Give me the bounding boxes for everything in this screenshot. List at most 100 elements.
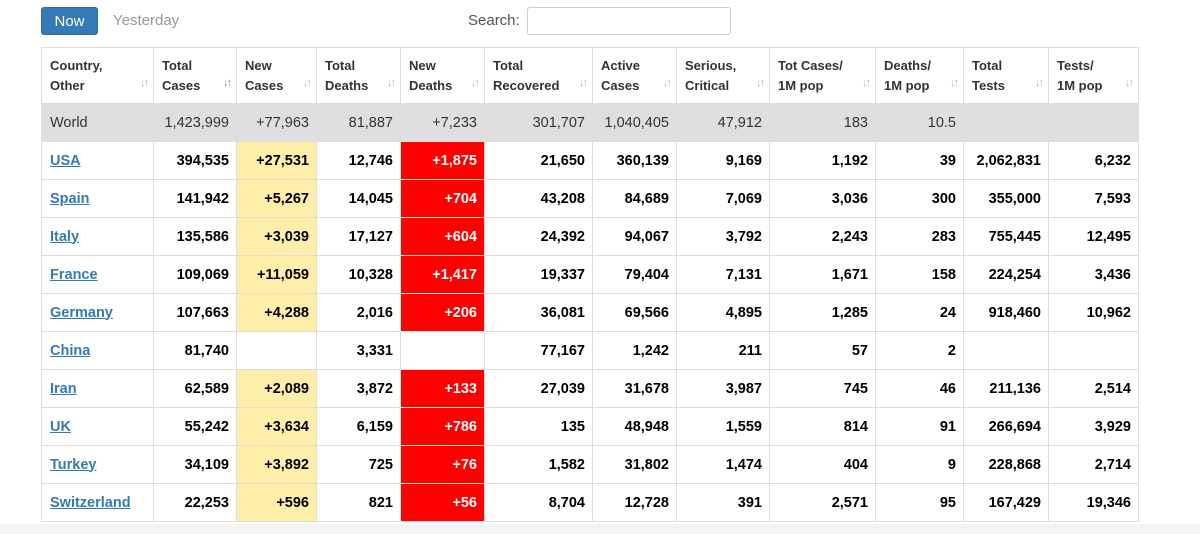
sort-arrows-icon[interactable]: ↓↑ [471,77,480,89]
cell-total-cases: 141,942 [153,179,237,218]
cell-total-tests: 224,254 [963,255,1049,294]
cell-tot-cases-per-1m: 1,192 [769,141,876,180]
country-link[interactable]: USA [50,152,81,169]
horizontal-scrollbar-track[interactable] [0,524,1200,534]
table-row: USA 394,535 +27,531 12,746 +1,875 21,650 360,1… [41,141,1139,180]
cell-tot-cases-per-1m: 1,671 [769,255,876,294]
search-input[interactable] [527,7,731,35]
cell-total-cases: 55,242 [153,407,237,446]
sort-arrows-icon[interactable]: ↓↑ [1125,77,1134,89]
column-header-line1: Deaths/ [884,57,931,73]
cell-serious-critical: 7,069 [676,179,770,218]
country-link[interactable]: Italy [50,228,80,245]
column-header-serious-critical[interactable]: Serious, Critical ↓↑ [676,47,770,104]
cell-new-deaths: +1,417 [400,255,485,294]
cell-total-deaths: 821 [316,483,401,522]
country-link[interactable]: Iran [50,380,77,397]
sort-arrows-icon[interactable]: ↓↑ [756,77,765,89]
table-body: World 1,423,999 +77,963 81,887 +7,233 301,707… [41,103,1139,522]
sort-arrows-icon[interactable]: ↓↑ [1035,77,1044,89]
cell-tot-cases-per-1m: 814 [769,407,876,446]
cell-country: Turkey [41,445,154,484]
table-row: UK 55,242 +3,634 6,159 +786 135 48,948 1,559 814… [41,407,1139,446]
cell-total-cases: 135,586 [153,217,237,256]
cell-total-recovered: 135 [484,407,593,446]
country-link[interactable]: Spain [50,190,90,207]
cell-country: Switzerland [41,483,154,522]
column-header-line1: Active [601,57,641,73]
cell-active-cases: 31,802 [592,445,677,484]
cell-deaths-per-1m: 10.5 [875,103,964,142]
sort-arrows-icon[interactable]: ↓↑ [140,77,149,89]
sort-arrows-icon[interactable]: ↓↑ [663,77,672,89]
column-header-total-tests[interactable]: Total Tests ↓↑ [963,47,1049,104]
cell-total-deaths: 10,328 [316,255,401,294]
now-button[interactable]: Now [41,7,98,35]
column-header-total-deaths[interactable]: Total Deaths ↓↑ [316,47,401,104]
cell-country: Italy [41,217,154,256]
cell-active-cases: 12,728 [592,483,677,522]
cell-new-cases: +2,089 [236,369,317,408]
country-link[interactable]: China [50,342,91,359]
cell-country: France [41,255,154,294]
column-header-tot-cases-per-1m[interactable]: Tot Cases/1M pop ↓↑ [769,47,876,104]
cell-tot-cases-per-1m: 1,285 [769,293,876,332]
country-link[interactable]: UK [50,418,71,435]
cell-tests-per-1m [1048,331,1139,370]
cell-total-deaths: 2,016 [316,293,401,332]
column-header-line1: Total [162,57,193,73]
column-header-active-cases[interactable]: Active Cases ↓↑ [592,47,677,104]
cell-deaths-per-1m: 95 [875,483,964,522]
column-header-deaths-per-1m[interactable]: Deaths/1M pop ↓↑ [875,47,964,104]
column-header-country[interactable]: Country, Other ↓↑ [41,47,154,104]
column-header-tests-per-1m[interactable]: Tests/1M pop ↓↑ [1048,47,1139,104]
cell-deaths-per-1m: 91 [875,407,964,446]
cell-total-cases: 81,740 [153,331,237,370]
cell-new-deaths [400,331,485,370]
country-link[interactable]: Switzerland [50,494,131,511]
column-header-line1: Tot Cases/ [778,57,843,73]
cell-deaths-per-1m: 300 [875,179,964,218]
column-header-new-cases[interactable]: New Cases ↓↑ [236,47,317,104]
world-row: World 1,423,999 +77,963 81,887 +7,233 301,707… [41,103,1139,142]
column-header-new-deaths[interactable]: New Deaths ↓↑ [400,47,485,104]
cell-total-recovered: 27,039 [484,369,593,408]
table-row: Iran 62,589 +2,089 3,872 +133 27,039 31,678 3,9… [41,369,1139,408]
cell-deaths-per-1m: 158 [875,255,964,294]
country-link[interactable]: Germany [50,304,113,321]
cell-new-cases: +11,059 [236,255,317,294]
cell-total-deaths: 3,872 [316,369,401,408]
sort-arrows-icon[interactable]: ↓↑ [223,77,232,89]
cell-serious-critical: 7,131 [676,255,770,294]
cell-total-deaths: 3,331 [316,331,401,370]
cell-total-cases: 62,589 [153,369,237,408]
sort-arrows-icon[interactable]: ↓↑ [303,77,312,89]
table-row: France 109,069 +11,059 10,328 +1,417 19,337 79… [41,255,1139,294]
column-header-total-cases[interactable]: Total Cases ↓↑ [153,47,237,104]
column-header-total-recovered[interactable]: Total Recovered ↓↑ [484,47,593,104]
cell-serious-critical: 211 [676,331,770,370]
country-link[interactable]: Turkey [50,456,97,473]
cell-total-tests: 755,445 [963,217,1049,256]
cell-active-cases: 360,139 [592,141,677,180]
cell-new-deaths: +1,875 [400,141,485,180]
country-link[interactable]: France [50,266,98,283]
cell-serious-critical: 47,912 [676,103,770,142]
sort-arrows-icon[interactable]: ↓↑ [862,77,871,89]
column-header-line1: Total [972,57,1003,73]
sort-arrows-icon[interactable]: ↓↑ [579,77,588,89]
table-row: China 81,740 3,331 77,167 1,242 211 57 2 [41,331,1139,370]
table-row: Spain 141,942 +5,267 14,045 +704 43,208 84,689… [41,179,1139,218]
cell-new-cases: +5,267 [236,179,317,218]
sort-arrows-icon[interactable]: ↓↑ [950,77,959,89]
toolbar: Now Yesterday Search: [41,7,1141,37]
cell-active-cases: 31,678 [592,369,677,408]
column-header-line1: Tests/ [1057,57,1094,73]
cell-active-cases: 1,242 [592,331,677,370]
yesterday-button[interactable]: Yesterday [113,12,180,29]
cell-serious-critical: 391 [676,483,770,522]
cell-total-deaths: 17,127 [316,217,401,256]
sort-arrows-icon[interactable]: ↓↑ [387,77,396,89]
cell-new-deaths: +604 [400,217,485,256]
cell-country: Germany [41,293,154,332]
